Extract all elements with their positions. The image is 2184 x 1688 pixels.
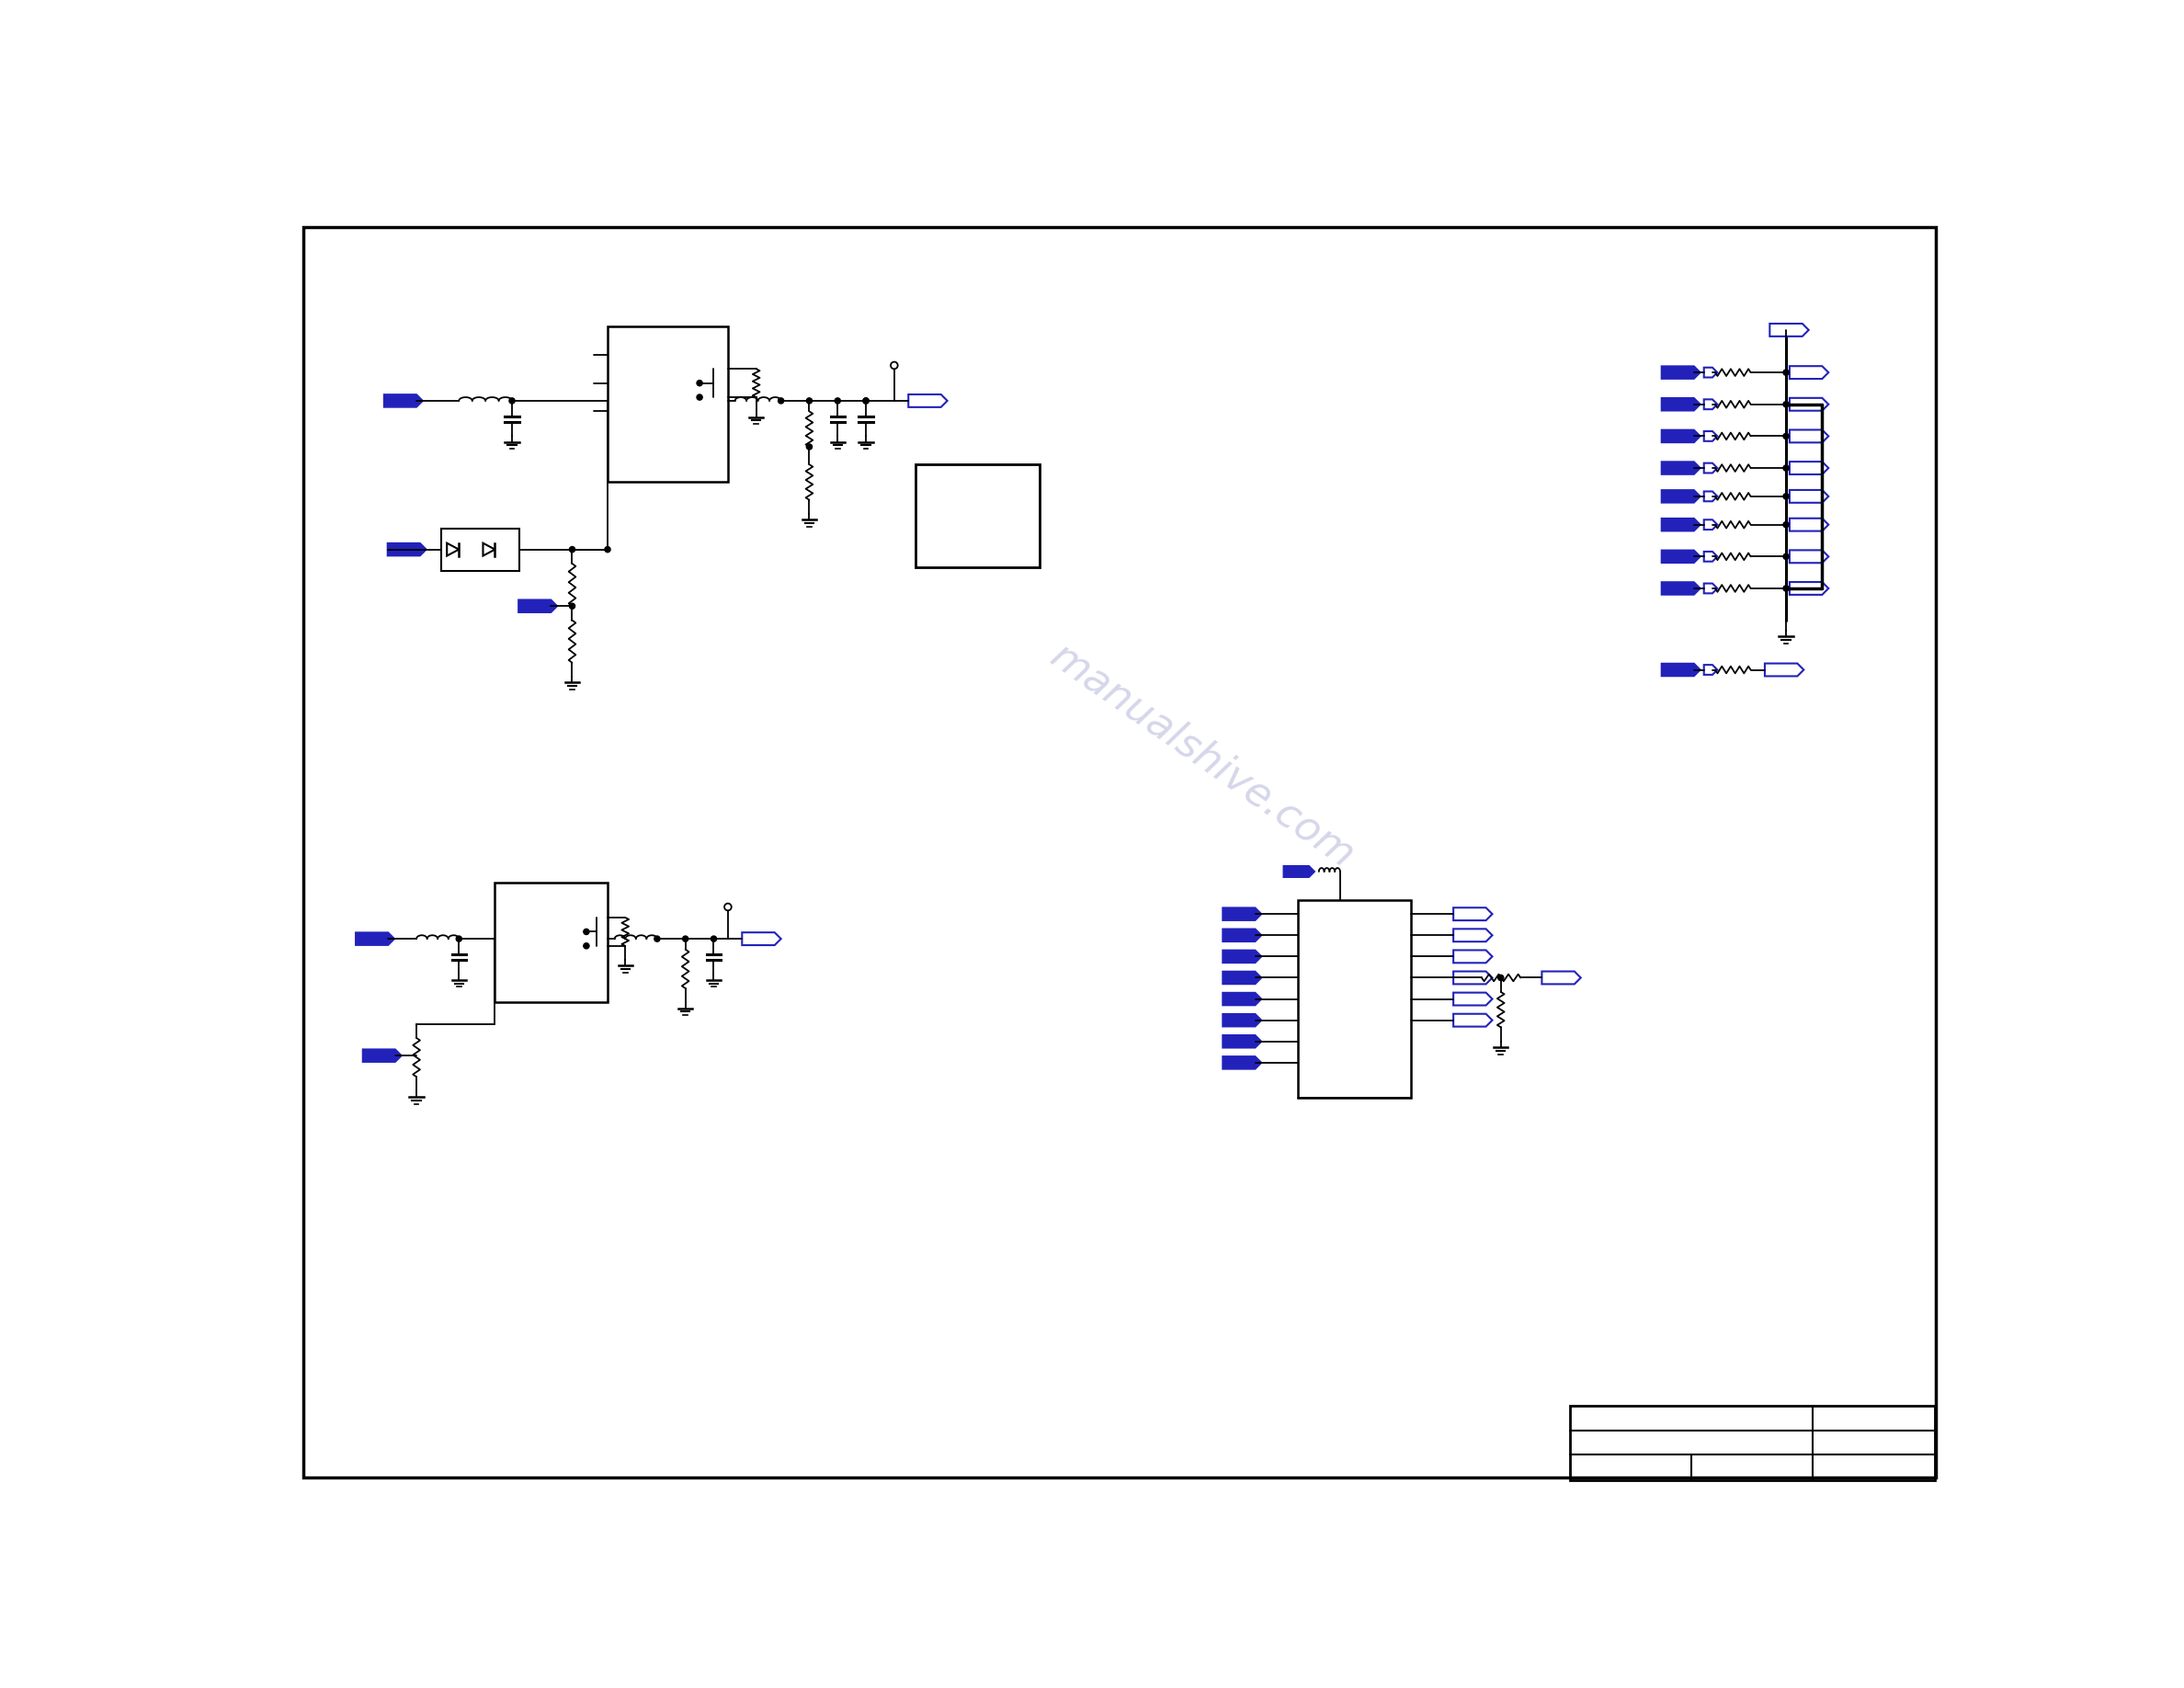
Circle shape xyxy=(697,395,703,400)
Polygon shape xyxy=(1704,400,1717,408)
Polygon shape xyxy=(1789,550,1828,562)
Circle shape xyxy=(684,935,688,942)
Bar xyxy=(607,326,727,483)
Polygon shape xyxy=(1789,430,1828,442)
Polygon shape xyxy=(1452,993,1492,1006)
Circle shape xyxy=(1782,522,1789,527)
Polygon shape xyxy=(1789,582,1828,594)
Circle shape xyxy=(583,944,590,949)
Polygon shape xyxy=(384,395,424,407)
Circle shape xyxy=(570,547,574,552)
Polygon shape xyxy=(1223,928,1262,942)
Polygon shape xyxy=(1223,1057,1262,1069)
Bar xyxy=(494,883,607,1003)
Polygon shape xyxy=(1452,928,1492,942)
Circle shape xyxy=(712,935,716,942)
Polygon shape xyxy=(1542,971,1581,984)
Polygon shape xyxy=(1765,663,1804,677)
Polygon shape xyxy=(1662,518,1701,532)
Polygon shape xyxy=(1789,490,1828,503)
Polygon shape xyxy=(1223,971,1262,984)
Polygon shape xyxy=(1284,866,1315,878)
Circle shape xyxy=(456,935,461,942)
Circle shape xyxy=(778,398,784,403)
Circle shape xyxy=(725,903,732,910)
Polygon shape xyxy=(1704,430,1717,441)
Polygon shape xyxy=(1704,368,1717,378)
Bar xyxy=(1297,900,1411,1099)
Polygon shape xyxy=(356,932,395,945)
Circle shape xyxy=(1782,370,1789,375)
Polygon shape xyxy=(1662,398,1701,410)
Polygon shape xyxy=(1452,950,1492,962)
Polygon shape xyxy=(1223,993,1262,1006)
Circle shape xyxy=(863,398,869,403)
Polygon shape xyxy=(387,544,426,555)
Circle shape xyxy=(1782,493,1789,500)
Polygon shape xyxy=(1223,1035,1262,1048)
Circle shape xyxy=(509,398,515,403)
Polygon shape xyxy=(1789,366,1828,378)
Circle shape xyxy=(1782,586,1789,591)
Polygon shape xyxy=(1662,430,1701,442)
Polygon shape xyxy=(1452,1014,1492,1026)
Polygon shape xyxy=(1662,490,1701,503)
Circle shape xyxy=(806,444,812,449)
Bar xyxy=(1570,1406,1935,1480)
Circle shape xyxy=(1782,434,1789,439)
Polygon shape xyxy=(1704,491,1717,501)
Circle shape xyxy=(863,398,869,403)
Polygon shape xyxy=(909,395,948,407)
Polygon shape xyxy=(1789,461,1828,474)
Polygon shape xyxy=(1789,518,1828,532)
Polygon shape xyxy=(1769,324,1808,336)
Polygon shape xyxy=(1223,1014,1262,1026)
Bar xyxy=(915,464,1040,567)
Polygon shape xyxy=(1662,663,1701,677)
Polygon shape xyxy=(1789,398,1828,410)
Polygon shape xyxy=(1662,366,1701,378)
Polygon shape xyxy=(1452,971,1492,984)
Circle shape xyxy=(834,398,841,403)
Polygon shape xyxy=(1704,552,1717,562)
Circle shape xyxy=(605,547,609,552)
Circle shape xyxy=(1782,554,1789,559)
Polygon shape xyxy=(1704,584,1717,594)
Circle shape xyxy=(891,361,898,370)
Circle shape xyxy=(697,380,703,387)
Polygon shape xyxy=(1704,463,1717,473)
Circle shape xyxy=(1782,402,1789,407)
Polygon shape xyxy=(743,932,782,945)
Polygon shape xyxy=(1452,908,1492,920)
Polygon shape xyxy=(1223,908,1262,920)
Polygon shape xyxy=(1662,550,1701,562)
Circle shape xyxy=(1498,976,1503,981)
Polygon shape xyxy=(518,599,557,613)
Polygon shape xyxy=(1704,520,1717,530)
Circle shape xyxy=(570,603,574,609)
Polygon shape xyxy=(1662,461,1701,474)
Circle shape xyxy=(1782,466,1789,471)
Text: manualshive.com: manualshive.com xyxy=(1044,636,1363,876)
Polygon shape xyxy=(363,1050,402,1062)
Circle shape xyxy=(806,398,812,403)
Circle shape xyxy=(655,935,660,942)
Circle shape xyxy=(583,928,590,935)
Polygon shape xyxy=(1662,582,1701,594)
Polygon shape xyxy=(1223,950,1262,962)
Bar xyxy=(441,528,520,571)
Polygon shape xyxy=(1704,665,1717,675)
